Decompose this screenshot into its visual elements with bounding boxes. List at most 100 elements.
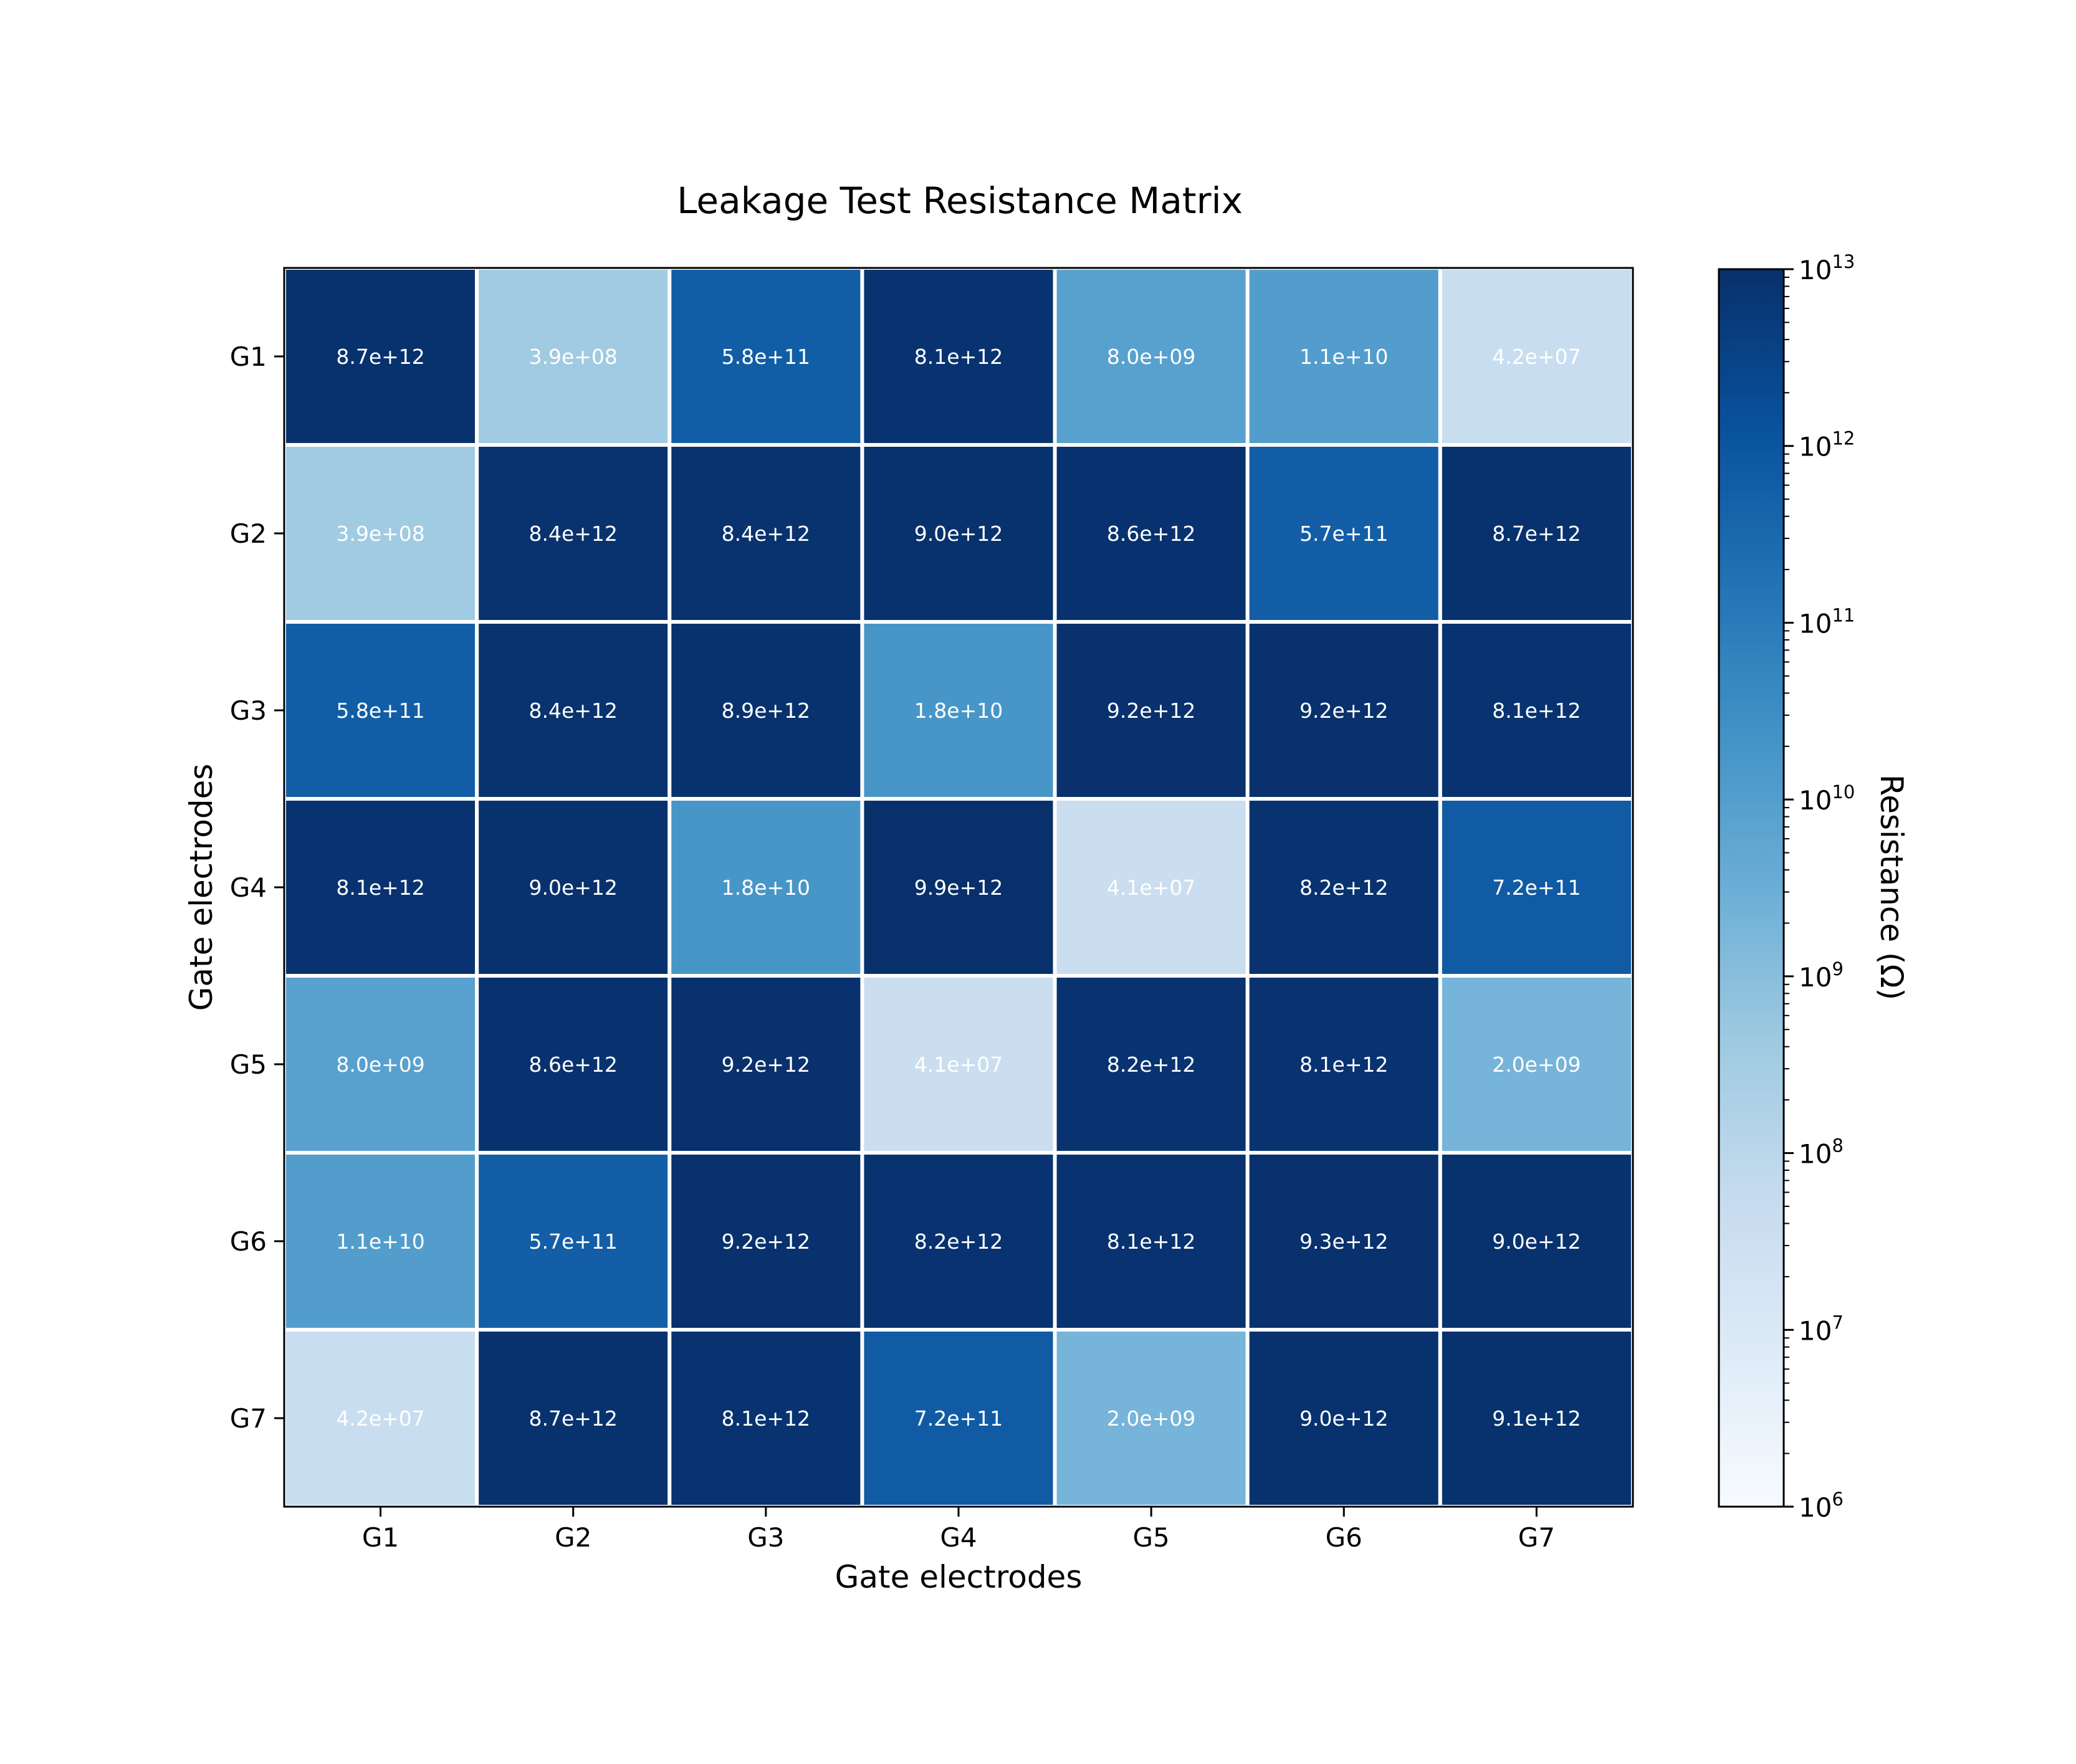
y-tick-label: G4 — [230, 872, 267, 903]
heatmap-cell — [475, 620, 672, 801]
colorbar-tick-label: 107 — [1799, 1312, 1844, 1346]
x-tick-label: G5 — [1133, 1522, 1170, 1553]
chart-title: Leakage Test Resistance Matrix — [677, 179, 1243, 222]
cell-value-label: 8.1e+12 — [722, 1406, 810, 1431]
heatmap-cell — [475, 1151, 672, 1332]
heatmap-cell — [1053, 1328, 1250, 1509]
y-tick-label: G2 — [230, 518, 267, 549]
cell-value-label: 9.1e+12 — [1492, 1406, 1581, 1431]
colorbar-tick-label: 108 — [1799, 1135, 1844, 1170]
cell-value-label: 4.1e+07 — [914, 1052, 1003, 1077]
heatmap-cell — [667, 443, 864, 624]
cell-value-label: 8.9e+12 — [722, 698, 810, 723]
colorbar-tick-label: 106 — [1799, 1489, 1844, 1523]
cell-value-label: 8.7e+12 — [529, 1406, 617, 1431]
cell-value-label: 9.9e+12 — [914, 875, 1003, 900]
heatmap-cell — [1053, 620, 1250, 801]
heatmap-cell — [1245, 620, 1442, 801]
colorbar-label: Resistance (Ω) — [1873, 775, 1910, 1001]
heatmap-cell — [282, 266, 479, 447]
heatmap-cell — [282, 1151, 479, 1332]
cell-value-label: 8.7e+12 — [1492, 522, 1581, 546]
x-axis-ticks: G1 G2 G3 G4 G5 G6 G7 — [362, 1507, 1555, 1553]
heatmap-cell — [282, 1328, 479, 1509]
cell-value-label: 8.4e+12 — [529, 522, 617, 546]
cell-value-label: 2.0e+09 — [1492, 1052, 1581, 1077]
colorbar-tick-label: 1013 — [1799, 251, 1855, 285]
heatmap-cell — [1245, 266, 1442, 447]
heatmap-cells — [282, 266, 1635, 1509]
x-tick-label: G4 — [940, 1522, 977, 1553]
heatmap-cell — [1438, 1328, 1635, 1509]
cell-value-label: 5.8e+11 — [336, 698, 424, 723]
y-tick-label: G7 — [230, 1403, 267, 1434]
cell-value-label: 4.2e+07 — [1492, 345, 1581, 369]
cell-value-label: 8.4e+12 — [529, 698, 617, 723]
cell-value-label: 4.1e+07 — [1107, 875, 1195, 900]
cell-value-label: 1.8e+10 — [722, 875, 810, 900]
cell-value-label: 8.2e+12 — [1107, 1052, 1195, 1077]
y-tick-label: G3 — [230, 695, 267, 726]
heatmap-cell — [282, 797, 479, 978]
x-tick-label: G7 — [1518, 1522, 1555, 1553]
heatmap-cell — [860, 620, 1057, 801]
heatmap-cell — [1438, 797, 1635, 978]
colorbar-tick-label: 109 — [1799, 958, 1844, 993]
cell-value-label: 5.8e+11 — [722, 345, 810, 369]
cell-value-label: 8.1e+12 — [1492, 698, 1581, 723]
heatmap-cell — [1053, 1151, 1250, 1332]
cell-value-label: 9.2e+12 — [722, 1052, 810, 1077]
y-tick-label: G1 — [230, 341, 267, 372]
cell-value-label: 3.9e+08 — [529, 345, 617, 369]
cell-value-label: 9.0e+12 — [1492, 1229, 1581, 1254]
heatmap-cell — [1438, 443, 1635, 624]
heatmap-cell — [667, 974, 864, 1155]
heatmap-cell — [475, 266, 672, 447]
colorbar-tick-label: 1010 — [1799, 781, 1855, 816]
cell-value-label: 2.0e+09 — [1107, 1406, 1195, 1431]
heatmap-cell-labels: 8.7e+12 3.9e+08 5.8e+11 8.1e+12 8.0e+09 1.1e+… — [336, 345, 1581, 1431]
heatmap-cell — [475, 797, 672, 978]
heatmap-cell — [1245, 797, 1442, 978]
cell-value-label: 9.2e+12 — [722, 1229, 810, 1254]
heatmap-cell — [667, 620, 864, 801]
cell-value-label: 8.6e+12 — [529, 1052, 617, 1077]
cell-value-label: 4.2e+07 — [336, 1406, 424, 1431]
cell-value-label: 8.7e+12 — [336, 345, 424, 369]
cell-value-label: 8.1e+12 — [1107, 1229, 1195, 1254]
x-axis-label: Gate electrodes — [835, 1559, 1083, 1595]
colorbar — [1718, 268, 1785, 1508]
y-axis-label: Gate electrodes — [183, 764, 219, 1011]
cell-value-label: 8.0e+09 — [1107, 345, 1195, 369]
cell-value-label: 9.0e+12 — [1299, 1406, 1388, 1431]
x-tick-label: G6 — [1326, 1522, 1362, 1553]
cell-value-label: 8.4e+12 — [722, 522, 810, 546]
x-tick-label: G1 — [362, 1522, 399, 1553]
cell-value-label: 9.2e+12 — [1299, 698, 1388, 723]
cell-value-label: 1.1e+10 — [336, 1229, 424, 1254]
y-tick-label: G6 — [230, 1226, 267, 1257]
colorbar-tick-label: 1012 — [1799, 428, 1855, 462]
cell-value-label: 7.2e+11 — [1492, 875, 1581, 900]
x-tick-label: G2 — [555, 1522, 591, 1553]
cell-value-label: 8.1e+12 — [336, 875, 424, 900]
heatmap-cell — [860, 1328, 1057, 1509]
heatmap-cell — [282, 974, 479, 1155]
cell-value-label: 8.1e+12 — [914, 345, 1003, 369]
cell-value-label: 8.2e+12 — [1299, 875, 1388, 900]
cell-value-label: 7.2e+11 — [914, 1406, 1003, 1431]
cell-value-label: 9.0e+12 — [529, 875, 617, 900]
heatmap-cell — [1438, 1151, 1635, 1332]
cell-value-label: 8.2e+12 — [914, 1229, 1003, 1254]
cell-value-label: 9.3e+12 — [1299, 1229, 1388, 1254]
cell-value-label: 9.0e+12 — [914, 522, 1003, 546]
cell-value-label: 8.0e+09 — [336, 1052, 424, 1077]
cell-value-label: 3.9e+08 — [336, 522, 424, 546]
cell-value-label: 1.8e+10 — [914, 698, 1003, 723]
heatmap-cell — [667, 1328, 864, 1509]
heatmap-cell — [1245, 1328, 1442, 1509]
cell-value-label: 8.1e+12 — [1299, 1052, 1388, 1077]
cell-value-label: 1.1e+10 — [1299, 345, 1388, 369]
colorbar-tick-label: 1011 — [1799, 604, 1855, 639]
